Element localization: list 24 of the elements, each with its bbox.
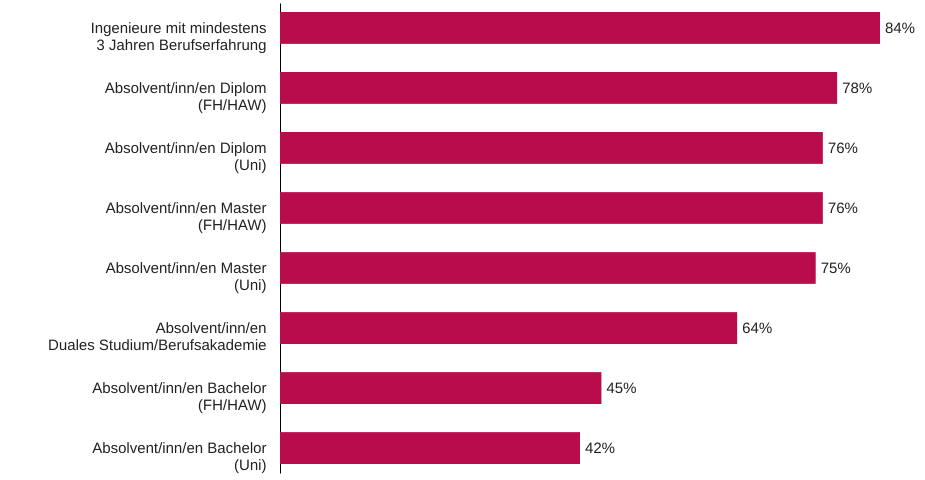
y-tick-label: Ingenieure mit mindestens 3 Jahren Berufserfahrung [90, 20, 266, 54]
bar [280, 312, 738, 344]
data-label: 64% [742, 320, 772, 338]
bar [280, 432, 580, 464]
y-tick-label: Absolvent/inn/en Duales Studium/Berufsakademie [48, 320, 266, 354]
y-tick-label: Absolvent/inn/en Bachelor (Uni) [92, 440, 267, 474]
data-label: 78% [842, 80, 872, 97]
bar [280, 12, 880, 44]
data-label: 76% [828, 200, 858, 217]
data-label: 42% [585, 440, 616, 458]
data-label: 45% [606, 380, 636, 398]
bar [280, 132, 823, 164]
bar [280, 372, 602, 404]
data-label: 84% [885, 20, 916, 37]
y-tick-label: Absolvent/inn/en Diplom (Uni) [104, 140, 266, 174]
y-tick-label: Absolvent/inn/en Master (FH/HAW) [106, 200, 267, 234]
y-tick-label: Absolvent/inn/en Diplom (FH/HAW) [104, 80, 266, 114]
y-tick-label: Absolvent/inn/en Master (Uni) [106, 260, 267, 294]
y-tick-label: Absolvent/inn/en Bachelor (FH/HAW) [92, 380, 267, 414]
data-label: 75% [820, 260, 851, 278]
bar [280, 72, 838, 104]
bar [280, 192, 823, 224]
bar [280, 252, 816, 284]
data-label: 76% [828, 140, 858, 157]
